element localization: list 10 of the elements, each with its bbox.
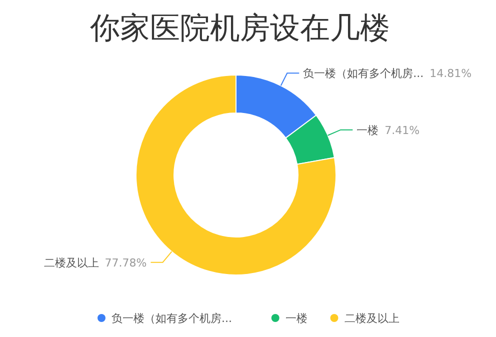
data-label: 77.78% xyxy=(104,256,147,270)
slice-label: 一楼 xyxy=(356,124,379,137)
data-label: 14.81% xyxy=(430,67,472,80)
legend-label: 一楼 xyxy=(285,312,308,325)
slice-label: 二楼及以上 xyxy=(44,256,99,270)
legend-label: 二楼及以上 xyxy=(344,312,400,325)
legend-label: 负一楼（如有多个机房... xyxy=(112,312,232,325)
chart-title: 你家医院机房设在几楼 xyxy=(89,11,390,46)
data-label: 7.41% xyxy=(384,124,420,137)
slice-label: 负一楼（如有多个机房... xyxy=(303,67,424,80)
